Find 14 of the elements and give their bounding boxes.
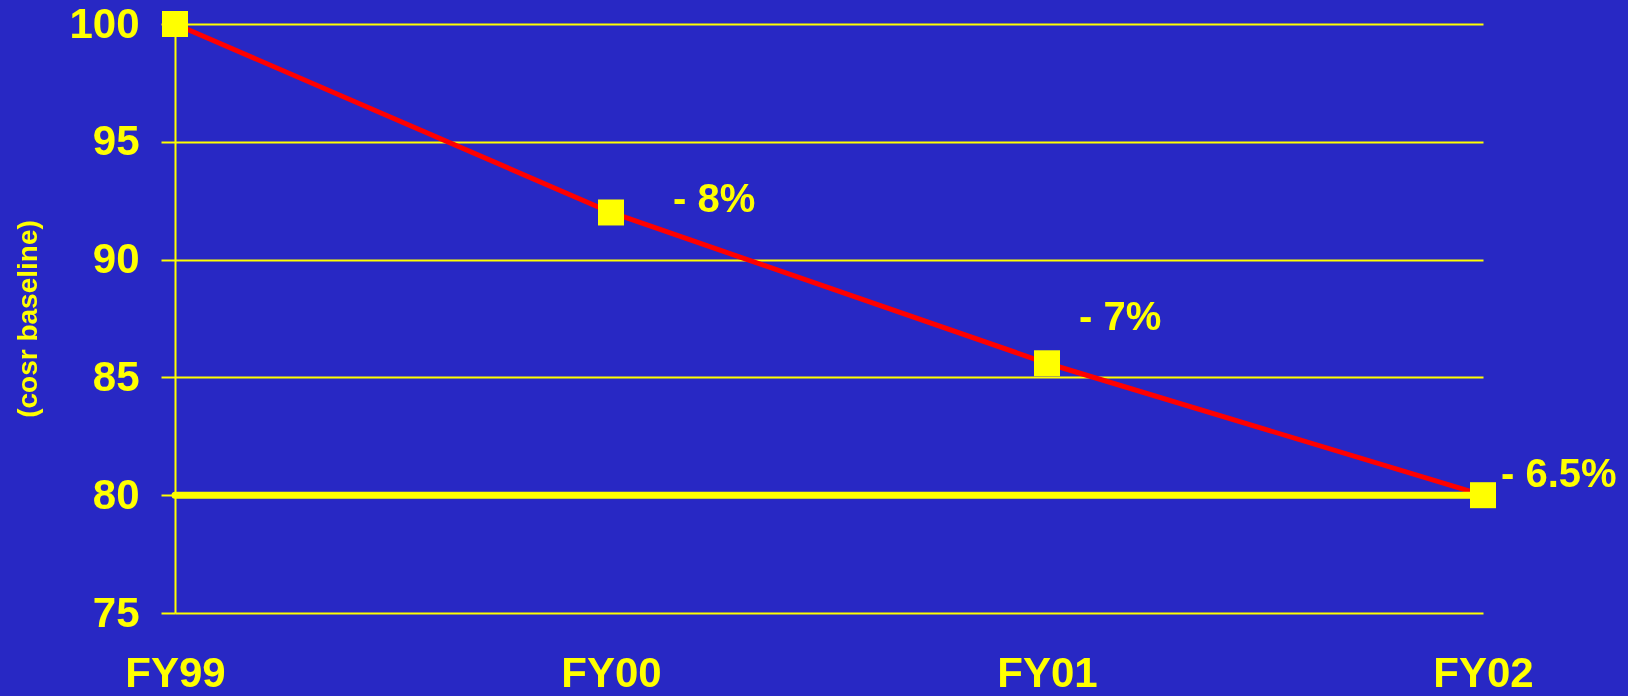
y-tick-label: 100 bbox=[69, 0, 140, 47]
annotation: - 6.5% bbox=[1501, 451, 1617, 496]
y-tick-label: 90 bbox=[92, 235, 140, 283]
annotation: - 7% bbox=[1079, 294, 1162, 339]
y-tick-label: 80 bbox=[92, 470, 140, 518]
y-tick-label: 75 bbox=[92, 588, 140, 636]
x-tick-label: FY99 bbox=[125, 648, 226, 696]
annotation: - 8% bbox=[673, 176, 756, 221]
y-tick-label: 85 bbox=[92, 352, 140, 400]
x-tick-label: FY01 bbox=[997, 648, 1098, 696]
x-tick-label: FY02 bbox=[1433, 648, 1534, 696]
x-tick-label: FY00 bbox=[561, 648, 662, 696]
y-tick-label: 95 bbox=[92, 117, 140, 165]
y-axis-title: (cosr baseline) bbox=[12, 220, 44, 418]
